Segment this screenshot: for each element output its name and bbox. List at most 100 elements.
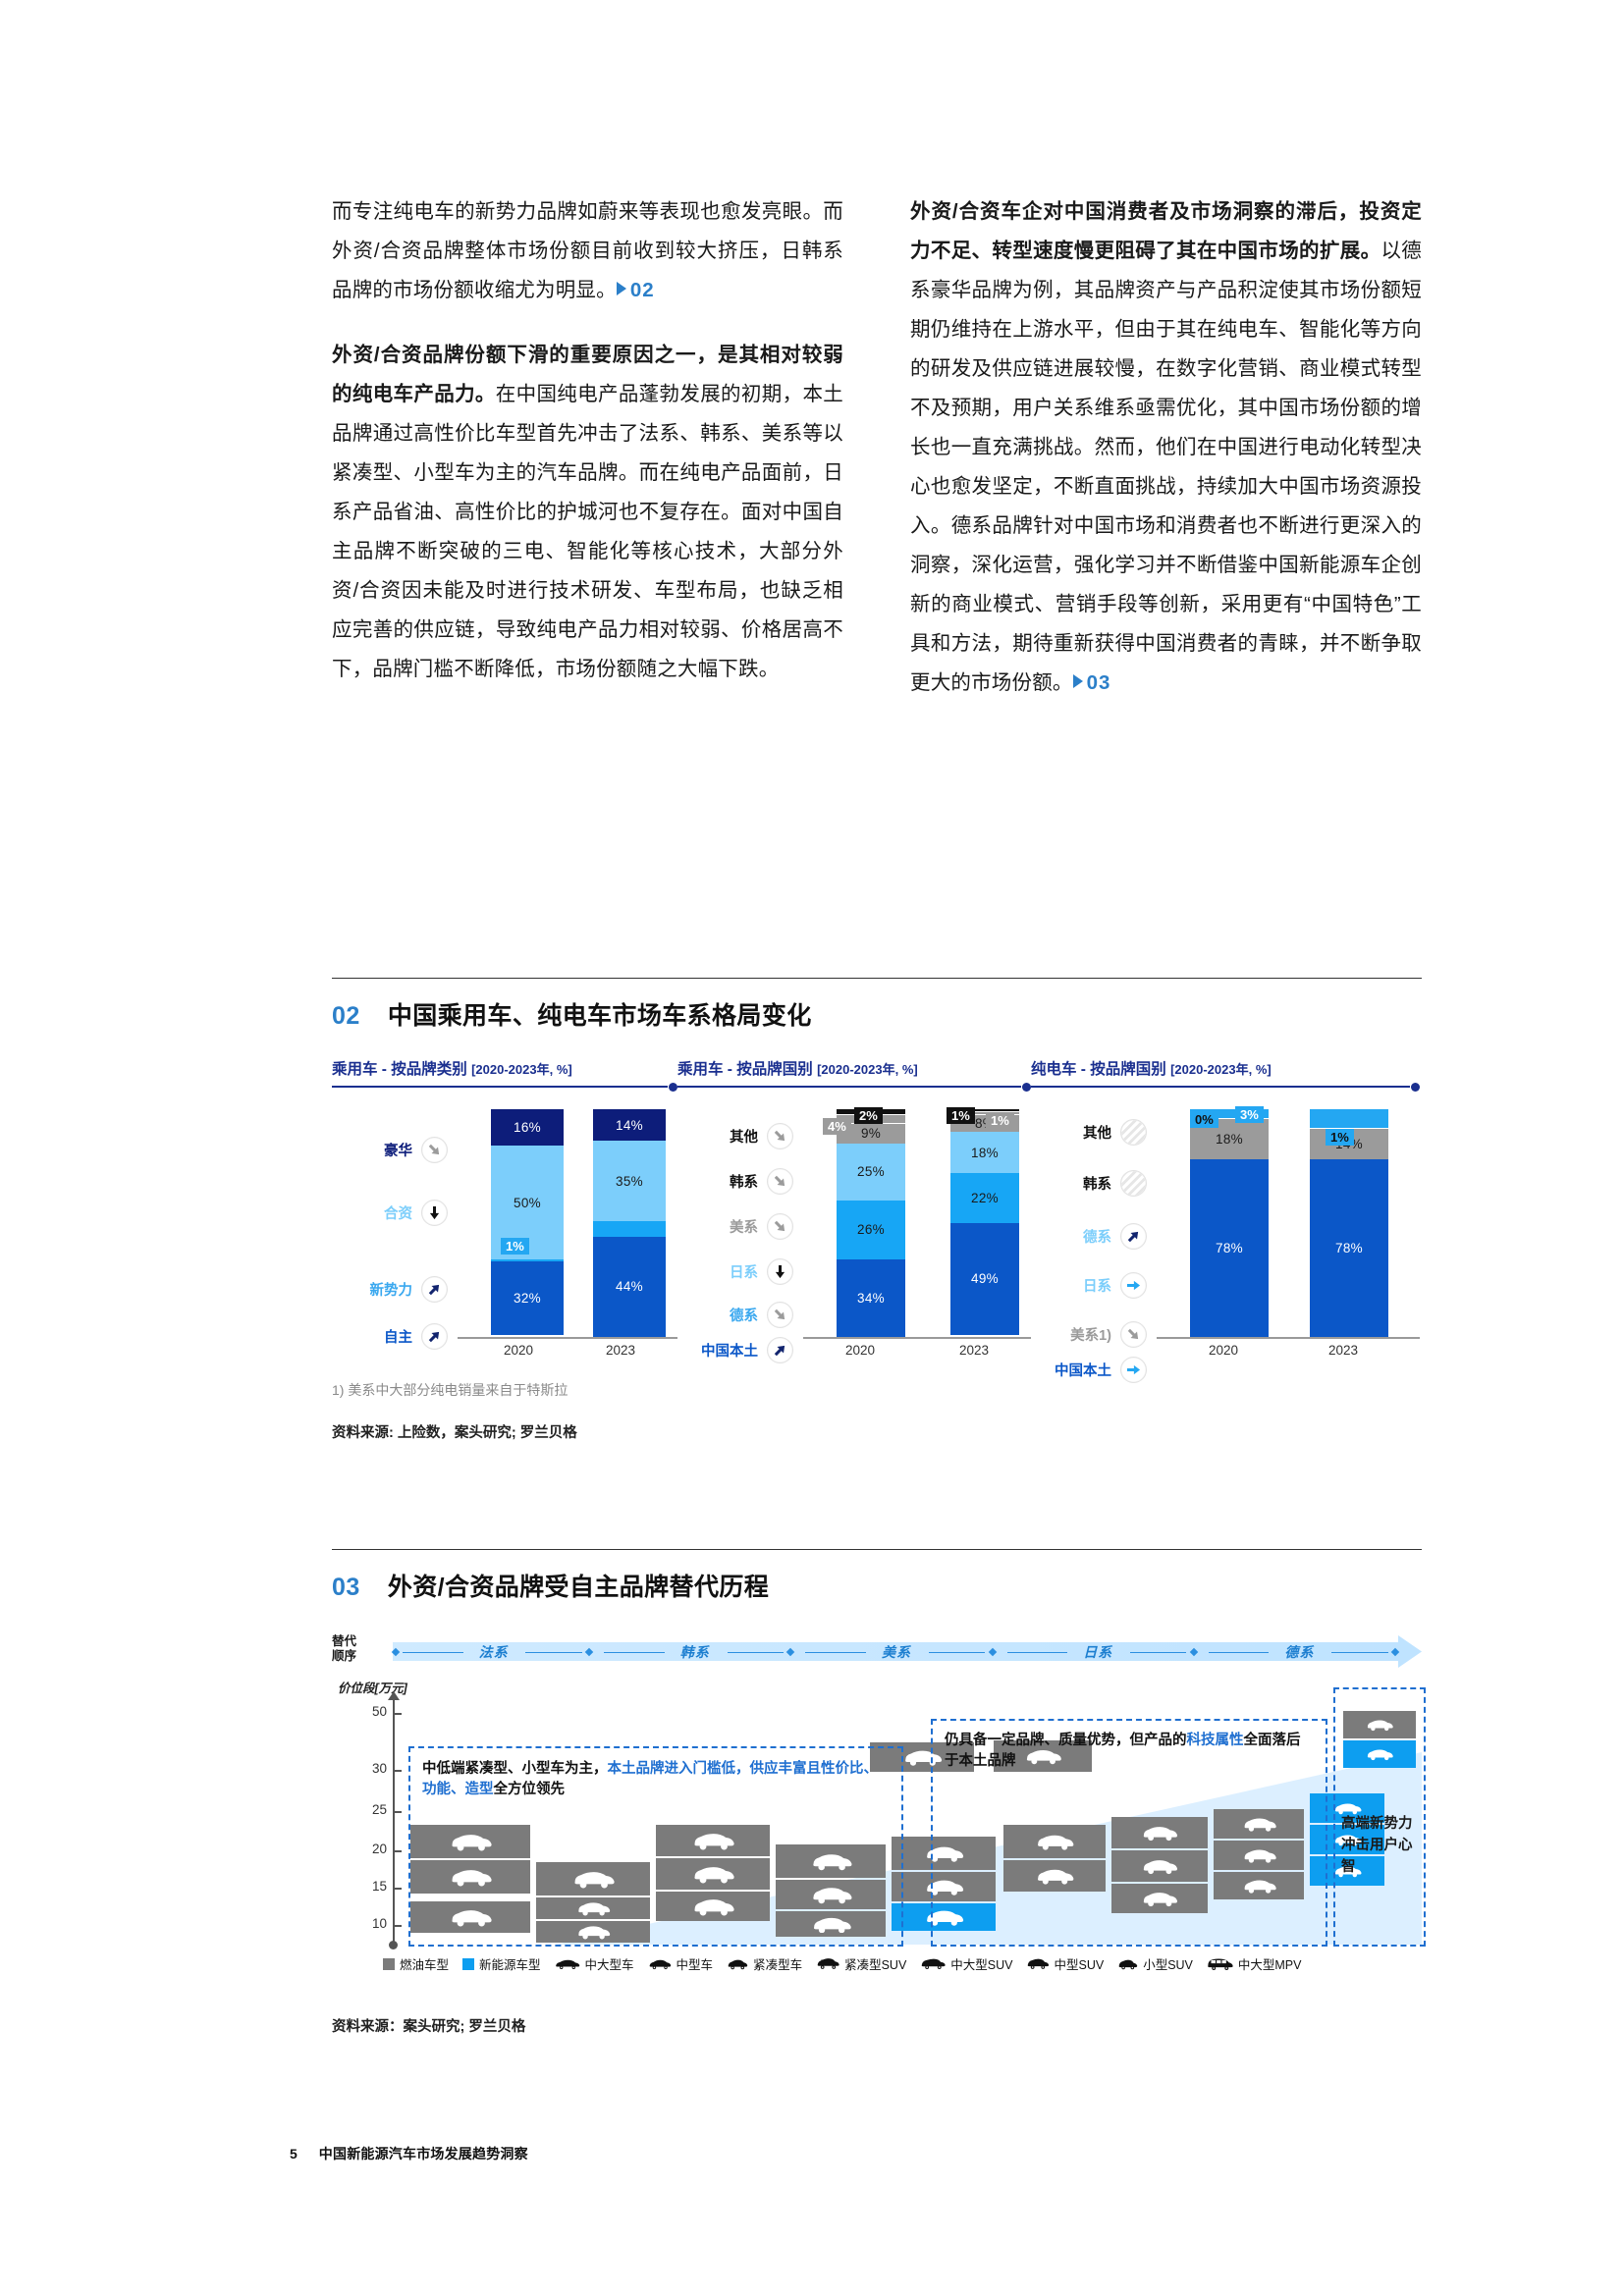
legend-item-韩系: 韩系 [1031,1170,1147,1197]
bar-value-label: 16% [514,1120,541,1136]
sequence-label: 法系 [478,1643,509,1660]
panel-3-title-text: 纯电车 - 按品牌国别 [1031,1061,1166,1078]
bar-value-label: 18% [1216,1132,1243,1148]
car-icon [1244,1880,1276,1894]
annotation-box-mid [931,1719,1327,1947]
panel-2-title: 乘用车 - 按品牌国别 [2020-2023年, %] [677,1057,1031,1079]
annotation-run: 本土品牌进入门槛低，供应丰富且性价比、功能、造型 [422,1761,878,1797]
sequence-label: 德系 [1284,1643,1315,1660]
trend-right-icon [1120,1357,1147,1383]
car-icon [1244,1849,1276,1863]
legend-item-其他: 其他 [1031,1119,1147,1146]
trend-down-right-icon [767,1302,793,1328]
car-icon [1368,1720,1393,1732]
panel-1-categories: 豪华 合资 新势力 自主 [332,1109,448,1350]
sequence-label: 美系 [881,1643,911,1660]
annotation-mid-text: 仍具备一定品牌、质量优势，但产品的科技属性全面落后于本土品牌 [945,1731,1314,1772]
bar-segment-日系 [1310,1125,1388,1128]
annotation-run: 仍具备一定品牌、质量优势，但产品的 [945,1733,1187,1748]
bar-callout-label: 0% [1190,1111,1218,1128]
bar-callout-label: 1% [947,1107,975,1124]
text-run: 在中国纯电产品蓬勃发展的初期，本土品牌通过高性价比车型首先冲击了法系、韩系、美系… [332,383,843,680]
ice-model-tile [1003,1825,1106,1858]
stacked-bar-2023: 14%78% [1310,1109,1388,1337]
panel-pv-by-brand-origin: 乘用车 - 按品牌国别 [2020-2023年, %] 其他 韩系 美系 日系 德系 中国… [677,1057,1031,1366]
y-tick-label: 10 [371,1916,387,1931]
car-icon [1144,1893,1178,1907]
sedan-large-icon [555,1958,580,1970]
sequence-connector [928,1651,986,1654]
nev-model-tile [1310,1793,1384,1823]
bar-segment-自主: 32% [491,1261,564,1335]
paragraph: 外资/合资车企对中国消费者及市场洞察的滞后，投资定力不足、转型速度慢更阻碍了其在… [910,192,1422,703]
y-axis-line [393,1699,395,1943]
bar-value-label: 26% [857,1222,885,1238]
exhibit-02-source: 资料来源: 上险数，案头研究; 罗兰贝格 [332,1425,577,1441]
trend-down-right-icon [767,1168,793,1195]
panel-1-plot: 豪华 合资 新势力 自主 16% 50% 32% 14% 35% 44% 1% 2020 2023 [332,1109,677,1366]
panel-1-axis [458,1337,677,1339]
legend-entry-label: 中大型车 [584,1958,634,1972]
arrow-head-icon [1398,1635,1422,1668]
y-axis-origin-dot [389,1941,398,1949]
legend-item-中国本土: 中国本土 [1031,1357,1147,1383]
trend-hatch-icon [1120,1119,1147,1146]
y-tick-mark [393,1888,402,1890]
ice-model-tile [536,1862,650,1896]
sequence-connector [1006,1651,1068,1654]
sequence-label: 日系 [1083,1643,1113,1660]
y-tick-mark [393,1925,402,1927]
ice-model-tile [1111,1884,1208,1913]
annotation-right-text: 高端新势力冲击用户心智 [1341,1813,1418,1878]
compact-suv-icon [816,1957,839,1970]
exhibit-03-source: 资料来源：案头研究; 罗兰贝格 [332,2019,526,2035]
ice-model-tile [1111,1817,1208,1848]
legend-entry-中大型MPV: 中大型MPV [1207,1954,1301,1973]
legend-entry-label: 中大型SUV [950,1958,1013,1972]
trend-down-right-icon [767,1213,793,1240]
page-footer: 5 中国新能源汽车市场发展趋势洞察 [290,2144,528,2163]
annotation-run: 全方位领先 [493,1782,566,1797]
exhibit-03-number: 03 [332,1574,360,1601]
sedan-mid-icon [648,1958,672,1970]
bar-segment-中国本土: 49% [950,1222,1019,1335]
legend-label: 中国本土 [1055,1363,1111,1379]
legend-entry-中大型车: 中大型车 [555,1954,634,1973]
right-column: 外资/合资车企对中国消费者及市场洞察的滞后，投资定力不足、转型速度慢更阻碍了其在… [910,192,1422,703]
panel-1-xtick-2023: 2023 [605,1343,636,1358]
y-tick-label: 50 [371,1704,387,1719]
exhibit-reference: 02 [616,279,655,301]
panel-3-title: 纯电车 - 按品牌国别 [2020-2023年, %] [1031,1057,1420,1079]
exhibit-02-number: 02 [332,1002,360,1030]
legend-item-自主: 自主 [332,1323,448,1350]
sequence-connector [727,1651,785,1654]
bar-value-label: 35% [616,1173,643,1189]
y-tick-mark [393,1713,402,1715]
trend-down-right-icon [1120,1321,1147,1348]
bar-value-label: 32% [514,1291,541,1307]
car-icon [926,1880,963,1896]
panel-3-bars: 18%78%14%78%0%3%1% [1157,1106,1420,1337]
annotation-run: 科技属性 [1186,1733,1244,1748]
legend-entry-label: 中型车 [676,1958,714,1972]
bar-segment-德系: 22% [950,1172,1019,1223]
car-icon [452,1870,492,1887]
legend-label: 德系 [730,1308,758,1324]
sequence-label: 韩系 [679,1643,710,1660]
bar-segment-中国本土: 34% [837,1259,905,1337]
sequence-connector [805,1651,866,1654]
car-icon [452,1835,492,1851]
car-icon [926,1910,963,1926]
legend-label: 中国本土 [701,1344,758,1360]
legend-item-日系: 日系 [677,1258,793,1285]
substitution-order-label: 替代 顺序 [332,1634,356,1664]
panel-3-categories: 其他 韩系 德系 日系 美系1) 中国本土 [1031,1109,1147,1383]
car-icon [1334,1866,1362,1878]
sequence-connector [525,1651,582,1654]
exhibit-03-title: 外资/合资品牌受自主品牌替代历程 [387,1574,770,1601]
trend-up-icon [421,1323,448,1350]
legend-label: 美系 [730,1220,758,1236]
annotation-run: 力冲击用户心智 [1341,1816,1413,1875]
car-icon [1144,1827,1178,1842]
